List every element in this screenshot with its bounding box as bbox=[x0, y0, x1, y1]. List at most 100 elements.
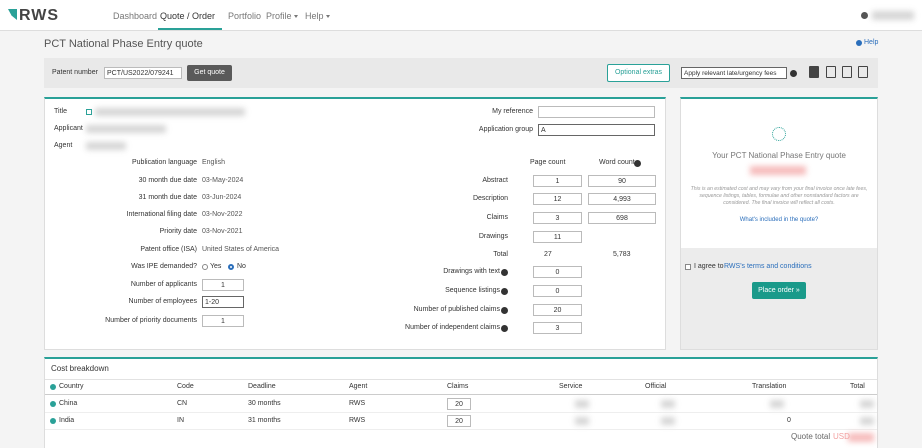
total-amount bbox=[848, 433, 874, 442]
cost-cell: RWS bbox=[349, 400, 366, 407]
count-label: Number of published claims bbox=[413, 306, 500, 313]
info-icon bbox=[501, 307, 508, 314]
applicants-input[interactable]: 1 bbox=[202, 279, 244, 291]
included-link[interactable]: What's included in the quote? bbox=[739, 217, 819, 223]
logo: RWS bbox=[19, 7, 60, 24]
column-header[interactable]: Country bbox=[59, 383, 84, 390]
word-count-input[interactable]: 90 bbox=[588, 175, 656, 187]
column-header[interactable]: Code bbox=[177, 383, 194, 390]
help-link[interactable]: Help bbox=[864, 39, 879, 46]
detail-value: English bbox=[202, 159, 225, 166]
title-value bbox=[95, 108, 245, 116]
user-icon bbox=[861, 12, 868, 19]
claims-input[interactable]: 20 bbox=[447, 398, 471, 410]
info-icon bbox=[501, 325, 508, 332]
count-label: Drawings with text bbox=[443, 268, 500, 275]
logo-mark bbox=[8, 9, 17, 20]
mail-icon[interactable] bbox=[858, 66, 868, 78]
count-input[interactable]: 0 bbox=[533, 285, 582, 297]
total-pages: 27 bbox=[544, 251, 552, 258]
word-count-input[interactable]: 4,993 bbox=[588, 193, 656, 205]
fees-select[interactable]: Apply relevant late/urgency fees bbox=[681, 67, 787, 79]
divider bbox=[45, 379, 877, 380]
count-label: Sequence listings bbox=[445, 287, 500, 294]
count-input[interactable]: 3 bbox=[533, 322, 582, 334]
my-reference-input[interactable] bbox=[538, 106, 655, 118]
count-label: Abstract bbox=[482, 177, 508, 184]
caret bbox=[326, 15, 330, 20]
total-words: 5,783 bbox=[613, 251, 631, 258]
cost-title: Cost breakdown bbox=[51, 364, 109, 373]
column-header[interactable]: Official bbox=[645, 383, 667, 390]
page-count-input[interactable]: 1 bbox=[533, 175, 582, 187]
detail-value: United States of America bbox=[202, 246, 280, 253]
radio-yes[interactable] bbox=[202, 264, 208, 270]
nav-item[interactable]: Help bbox=[305, 11, 324, 21]
word-count-input[interactable]: 698 bbox=[588, 212, 656, 224]
ipe-label: Was IPE demanded? bbox=[131, 263, 197, 270]
page-count-input[interactable]: 3 bbox=[533, 212, 582, 224]
nav-item[interactable]: Portfolio bbox=[228, 11, 262, 21]
claims-input[interactable]: 20 bbox=[447, 415, 471, 427]
detail-value: 03-May-2024 bbox=[202, 177, 244, 184]
employees-select[interactable]: 1-20 bbox=[202, 296, 244, 308]
column-header[interactable]: Translation bbox=[752, 383, 787, 390]
count-input[interactable]: 0 bbox=[533, 266, 582, 278]
india-translation: 0 bbox=[787, 417, 791, 424]
detail-label: Patent office (ISA) bbox=[140, 246, 197, 253]
info-icon bbox=[501, 288, 508, 295]
terms-link[interactable]: RWS's terms and conditions bbox=[724, 263, 812, 270]
expand-icon[interactable] bbox=[50, 401, 56, 407]
optional-extras-button[interactable]: Optional extras bbox=[607, 64, 670, 82]
cost-cell: China bbox=[59, 400, 78, 407]
cost-cell: India bbox=[59, 417, 75, 424]
agree-checkbox[interactable] bbox=[685, 264, 691, 270]
count-input[interactable]: 20 bbox=[533, 304, 582, 316]
priority-docs-input[interactable]: 1 bbox=[202, 315, 244, 327]
column-header[interactable]: Service bbox=[559, 383, 583, 390]
agent-value bbox=[86, 142, 126, 150]
detail-value: 03-Nov-2021 bbox=[202, 228, 243, 235]
column-header[interactable]: Claims bbox=[447, 383, 469, 390]
radio-no[interactable] bbox=[228, 264, 234, 270]
count-label: Description bbox=[472, 195, 508, 202]
page-count-header: Page count bbox=[530, 159, 566, 166]
radio-no-label: No bbox=[237, 263, 246, 270]
nav-item[interactable]: Quote / Order bbox=[160, 11, 216, 21]
navbar bbox=[0, 0, 922, 31]
page-count-input[interactable]: 12 bbox=[533, 193, 582, 205]
patent-input[interactable]: PCT/US2022/079241 bbox=[104, 67, 182, 79]
info-icon bbox=[790, 70, 797, 77]
blurred-amount bbox=[860, 417, 874, 425]
detail-label: Priority date bbox=[159, 228, 197, 235]
nav-item[interactable]: Dashboard bbox=[113, 11, 158, 21]
nav-item[interactable]: Profile bbox=[266, 11, 292, 21]
agent-label: Agent bbox=[54, 142, 73, 149]
divider bbox=[45, 429, 877, 430]
cost-cell: IN bbox=[177, 417, 184, 424]
quote-total: Quote total bbox=[791, 432, 831, 441]
count-label: Total bbox=[493, 251, 508, 258]
quote-amount bbox=[750, 166, 806, 175]
application-group-select[interactable]: A bbox=[538, 124, 655, 136]
page-count-input[interactable]: 11 bbox=[533, 231, 582, 243]
blurred-amount bbox=[661, 400, 675, 408]
applicant-label: Applicant bbox=[54, 125, 83, 132]
help-icon bbox=[856, 40, 862, 46]
info-icon bbox=[634, 160, 641, 167]
pdf-icon[interactable] bbox=[842, 66, 852, 78]
expand-icon[interactable] bbox=[50, 418, 56, 424]
column-header[interactable]: Total bbox=[850, 383, 865, 390]
column-header[interactable]: Agent bbox=[349, 383, 368, 390]
quote-icon bbox=[772, 127, 786, 141]
excel-icon[interactable] bbox=[826, 66, 836, 78]
print-icon[interactable] bbox=[809, 66, 819, 78]
detail-value: 03-Nov-2022 bbox=[202, 211, 243, 218]
currency: USD bbox=[833, 432, 850, 441]
patent-label: Patent number bbox=[52, 69, 98, 76]
blurred-amount bbox=[575, 400, 589, 408]
place-order-button[interactable]: Place order » bbox=[752, 282, 806, 299]
column-header[interactable]: Deadline bbox=[248, 383, 276, 390]
get-quote-button[interactable]: Get quote bbox=[187, 65, 232, 81]
priority-docs-label: Number of priority documents bbox=[105, 317, 197, 324]
